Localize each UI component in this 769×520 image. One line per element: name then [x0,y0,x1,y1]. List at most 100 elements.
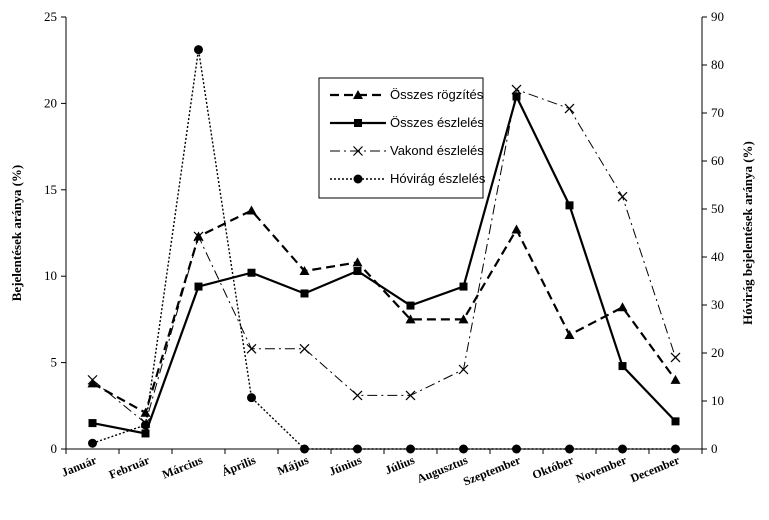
left-tick-label: 15 [44,182,57,197]
data-point [88,438,97,448]
right-y-ticks: 0 10 20 30 40 50 60 70 80 90 [702,9,724,456]
x-tick-label: Szeptember [461,453,523,489]
data-point [246,343,257,354]
left-tick-label: 5 [51,355,58,370]
right-tick-label: 80 [711,57,724,72]
data-point [88,419,97,428]
data-point [141,420,150,430]
x-tick-label: Június [327,453,364,479]
series-3 [87,84,681,429]
series-line [92,93,677,435]
data-point [511,224,522,234]
left-tick-label: 20 [44,95,57,110]
data-point [352,390,363,401]
legend-box [318,77,484,199]
data-point [564,103,575,114]
right-tick-label: 60 [711,153,724,168]
right-tick-label: 10 [711,393,724,408]
legend-label: Vakond észlelés [390,143,484,158]
legend-label: Összes rögzítés [390,87,484,102]
marker-stroke [670,352,681,363]
marker-stroke [353,146,363,156]
data-point [406,301,415,310]
right-tick-label: 40 [711,249,724,264]
data-point [247,393,256,403]
data-point [565,201,574,210]
x-tick-label: November [574,453,629,486]
left-axis-title: Bejelentések aránya (%) [9,165,24,301]
data-point [299,343,310,354]
data-point [299,266,310,276]
marker-stroke [458,364,469,375]
data-point [671,444,680,454]
data-point [300,289,309,298]
data-point [246,205,257,215]
data-point [353,267,362,276]
left-tick-label: 25 [44,9,57,24]
data-point [565,444,574,454]
legend-label: Hóvirág észlelés [390,171,486,186]
left-tick-label: 0 [51,441,58,456]
series-line [91,209,677,415]
data-point [511,84,522,95]
marker-stroke [352,390,363,401]
data-point [512,444,521,454]
data-point [87,378,98,388]
marker-stroke [87,374,98,385]
x-tick-label: December [628,453,682,486]
legend-marker [353,90,363,99]
data-point [405,314,416,324]
data-point [193,231,204,242]
data-point [670,352,681,363]
data-point [406,444,415,454]
series-4 [88,45,680,454]
x-tick-label: Január [59,453,99,480]
marker-stroke [193,231,204,242]
data-point [512,92,521,101]
data-point [194,282,203,291]
legend-marker [353,146,363,156]
legend-marker [353,174,363,184]
data-point [458,364,469,375]
data-point [458,314,469,324]
x-tick-label: Április [220,453,258,479]
x-axis-ticks: Január Február Március Április Május Június Jú… [59,449,703,489]
data-point [671,417,680,426]
marker-stroke [511,84,522,95]
right-axis-title: Hóvirág bejelentések aránya (%) [740,141,755,325]
marker-stroke [299,343,310,354]
data-point [564,329,575,339]
x-tick-label: Március [160,453,205,482]
series-1 [87,205,681,417]
series-layer [87,45,681,454]
marker-stroke [405,390,416,401]
right-tick-label: 0 [711,441,718,456]
data-point [405,390,416,401]
x-tick-label: Február [107,453,152,482]
legend-marker [354,119,362,127]
data-point [617,191,628,202]
left-y-ticks: 0 5 10 15 20 25 [44,9,66,456]
right-tick-label: 90 [711,9,724,24]
right-tick-label: 20 [711,345,724,360]
series-line [92,49,676,450]
data-point [618,444,627,454]
x-tick-label: Május [275,453,311,478]
data-point [140,407,151,417]
data-point [670,374,681,384]
legend: Összes rögzítés Összes észlelés Vakond ész… [318,77,486,199]
data-point [352,257,363,267]
data-point [353,444,362,454]
right-tick-label: 50 [711,201,724,216]
data-point [459,444,468,454]
data-point [247,268,256,277]
series-2 [88,92,680,438]
data-point [618,362,627,371]
data-point [300,444,309,454]
marker-stroke [617,191,628,202]
legend-label: Összes észlelés [390,115,484,130]
right-tick-label: 30 [711,297,724,312]
x-tick-label: Július [383,453,417,478]
x-tick-label: Augusztus [415,453,470,486]
